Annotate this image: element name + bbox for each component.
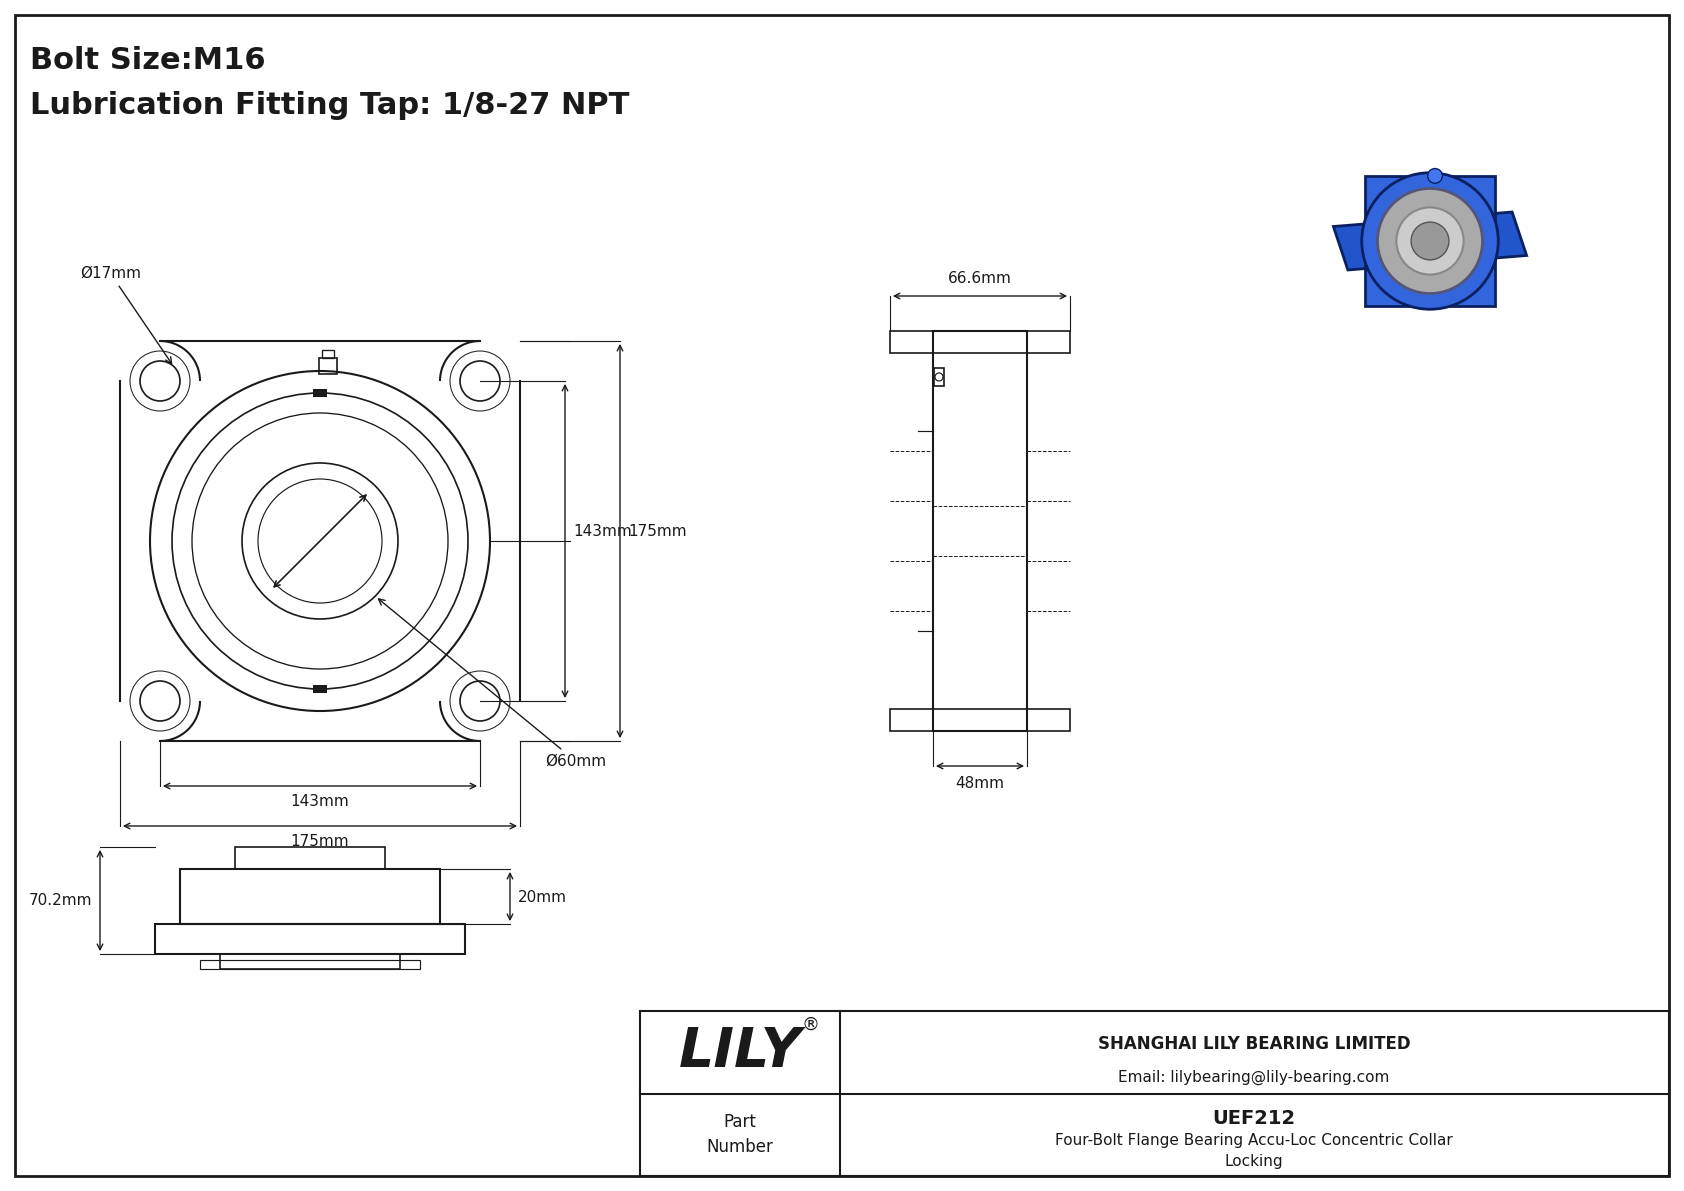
Text: 175mm: 175mm [628,524,687,538]
Circle shape [1396,207,1463,275]
Bar [322,350,333,358]
Text: 143mm: 143mm [573,524,632,538]
Bar [933,331,1027,731]
Text: Ø17mm: Ø17mm [81,266,172,363]
Bar [891,709,1069,731]
Bar [313,685,327,693]
Text: 48mm: 48mm [955,777,1004,791]
Text: Bolt Size:M16: Bolt Size:M16 [30,46,266,75]
Bar [221,954,401,969]
Circle shape [1378,188,1482,293]
Polygon shape [1366,176,1495,306]
Bar [891,331,1069,353]
Polygon shape [1334,212,1527,270]
Circle shape [1428,169,1443,183]
Text: Part
Number: Part Number [707,1114,773,1156]
Text: Ø60mm: Ø60mm [379,599,606,768]
Text: 20mm: 20mm [519,890,568,904]
Text: Lubrication Fitting Tap: 1/8-27 NPT: Lubrication Fitting Tap: 1/8-27 NPT [30,91,630,120]
Bar [318,358,337,374]
Text: LILY: LILY [679,1025,802,1079]
Text: 143mm: 143mm [291,794,349,809]
Circle shape [1455,267,1480,292]
Bar [640,1011,1669,1176]
Text: Email: lilybearing@lily-bearing.com: Email: lilybearing@lily-bearing.com [1118,1070,1389,1085]
Text: 175mm: 175mm [291,834,349,849]
Bar [313,389,327,397]
Circle shape [1362,173,1499,310]
Bar [935,368,945,386]
Text: ®: ® [802,1015,820,1034]
Bar [236,847,386,869]
Bar [155,924,465,954]
Bar [180,869,440,924]
Circle shape [1411,222,1448,260]
Text: SHANGHAI LILY BEARING LIMITED: SHANGHAI LILY BEARING LIMITED [1098,1035,1410,1053]
Text: Four-Bolt Flange Bearing Accu-Loc Concentric Collar
Locking: Four-Bolt Flange Bearing Accu-Loc Concen… [1056,1134,1453,1170]
Text: 70.2mm: 70.2mm [29,893,93,908]
Text: UEF212: UEF212 [1212,1109,1295,1128]
Bar [200,960,419,969]
Circle shape [1455,191,1480,216]
Circle shape [1379,267,1404,292]
Text: 66.6mm: 66.6mm [948,272,1012,286]
Circle shape [1379,191,1404,216]
